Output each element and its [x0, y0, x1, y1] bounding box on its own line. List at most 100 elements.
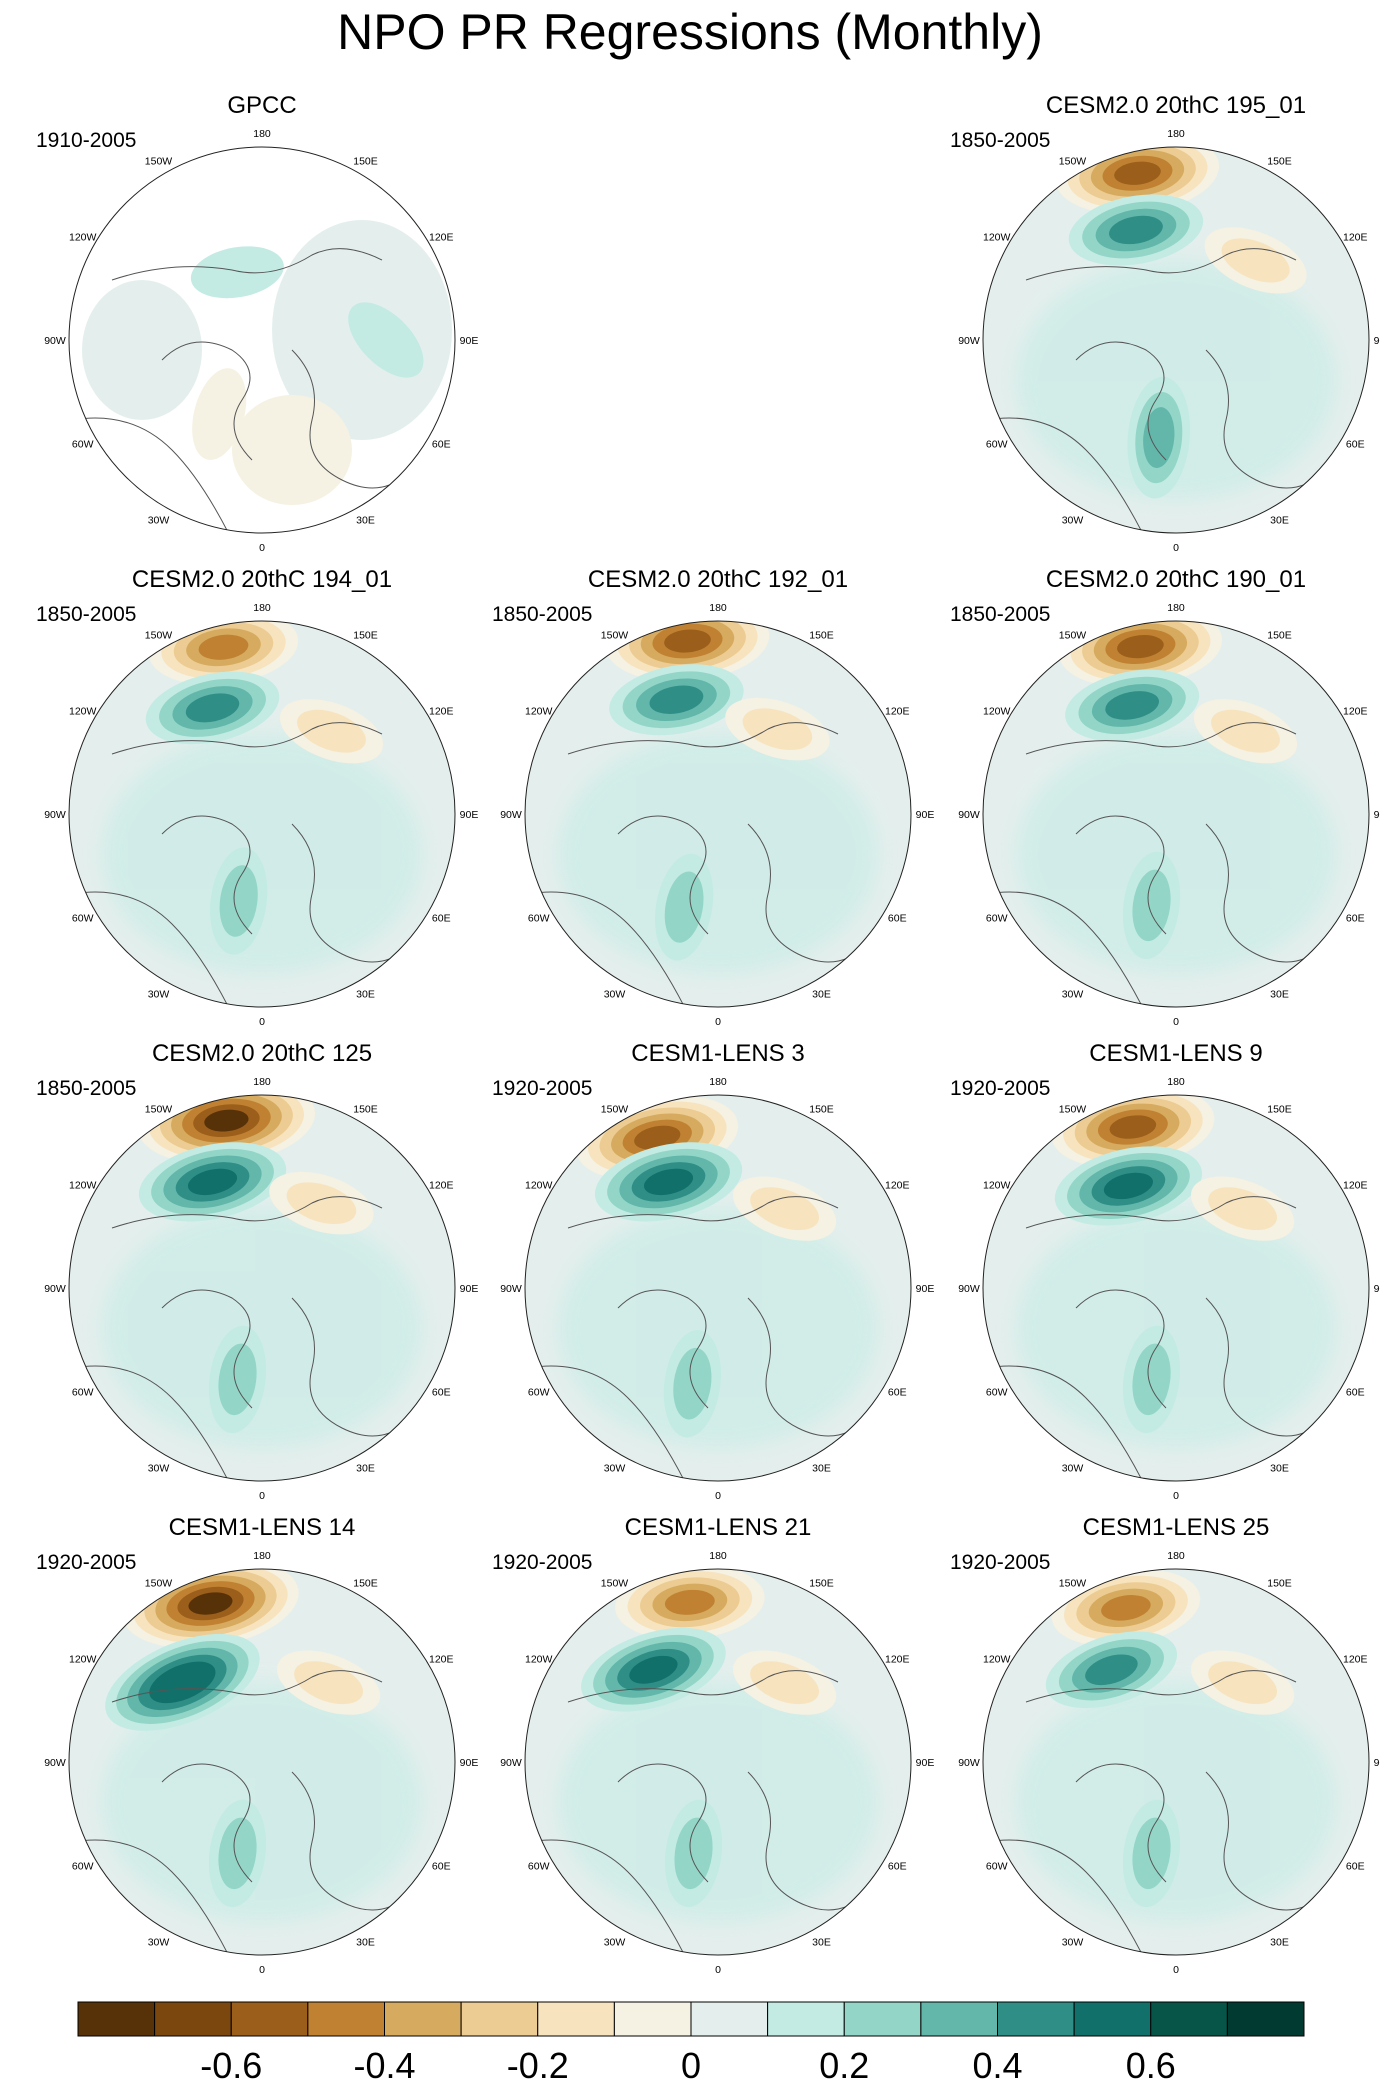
longitude-label: 90W [958, 809, 980, 821]
map-field [983, 147, 1369, 533]
longitude-label: 180 [1167, 128, 1185, 140]
field-band [558, 1682, 878, 1922]
map-field [983, 1095, 1369, 1481]
anomaly-contour [294, 1661, 364, 1705]
panel-years: 1850-2005 [492, 603, 593, 626]
map-field [983, 621, 1369, 1007]
longitude-label: 150E [353, 1578, 378, 1590]
anomaly-contour [649, 685, 704, 714]
longitude-label: 150E [809, 1578, 834, 1590]
map-panel: 180 150E 120E 90E 60E 30E 0 30W 60W 90W 120W 150W CE… [948, 1040, 1380, 1510]
colorbar-tick-label: -0.6 [200, 2045, 262, 2086]
colorbar-swatch [460, 2001, 539, 2037]
longitude-label: 60E [888, 1387, 907, 1399]
polar-map: 180 150E 120E 90E 60E 30E 0 30W 60W 90W 120W 150W [44, 128, 479, 554]
longitude-label: 120E [429, 706, 454, 718]
longitude-label: 90W [500, 1283, 522, 1295]
longitude-label: 120E [885, 1180, 910, 1192]
field-band [1016, 734, 1336, 974]
longitude-label: 30E [356, 1462, 375, 1474]
map-field [69, 1095, 455, 1481]
longitude-label: 90E [460, 809, 479, 821]
longitude-label: 150E [1267, 156, 1292, 168]
longitude-label: 0 [259, 1964, 265, 1976]
colorbar-swatch [920, 2001, 998, 2037]
colorbar-swatch [307, 2001, 385, 2037]
coastline [527, 1196, 869, 1481]
longitude-label: 180 [709, 602, 727, 614]
longitude-label: 60W [72, 913, 94, 925]
longitude-label: 30W [1062, 514, 1084, 526]
coastline [527, 722, 869, 1007]
longitude-label: 30W [1062, 988, 1084, 1000]
coastline [71, 248, 413, 533]
longitude-label: 90E [1374, 1757, 1380, 1769]
longitude-label: 30W [148, 514, 170, 526]
colorbar-tick-label: -0.2 [507, 2045, 569, 2086]
anomaly-contour [1114, 161, 1161, 185]
longitude-label: 60W [528, 1387, 550, 1399]
longitude-label: 90W [44, 335, 66, 347]
longitude-label: 150W [145, 156, 173, 168]
longitude-label: 60E [888, 1861, 907, 1873]
longitude-label: 60E [1346, 1387, 1365, 1399]
longitude-label: 60E [432, 439, 451, 451]
coastline [71, 1196, 413, 1481]
longitude-label: 0 [259, 542, 265, 554]
longitude-label: 0 [259, 1490, 265, 1502]
anomaly-contour [1105, 691, 1159, 720]
longitude-label: 180 [253, 1550, 271, 1562]
panel-title: CESM2.0 20thC 125 [151, 1040, 373, 1067]
polar-map: 180 150E 120E 90E 60E 30E 0 30W 60W 90W 120W 150W [958, 1550, 1380, 1976]
longitude-label: 60W [986, 913, 1008, 925]
coastline [527, 1670, 869, 1955]
anomaly-contour [218, 1343, 257, 1416]
polar-map: 180 150E 120E 90E 60E 30E 0 30W 60W 90W 120W 150W [958, 1076, 1380, 1502]
panel-title: GPCC [227, 92, 297, 119]
longitude-label: 90E [916, 1283, 935, 1295]
panel-years: 1850-2005 [36, 603, 137, 626]
map-panel: 180 150E 120E 90E 60E 30E 0 30W 60W 90W 120W 150W CE… [490, 1040, 946, 1510]
anomaly-contour [1208, 1661, 1278, 1705]
longitude-label: 30E [812, 988, 831, 1000]
longitude-label: 150E [1267, 1578, 1292, 1590]
map-field [525, 1569, 911, 1955]
anomaly-contour [218, 1817, 257, 1890]
longitude-label: 90E [460, 1757, 479, 1769]
field-band [102, 1208, 422, 1448]
longitude-label: 150W [1059, 156, 1087, 168]
longitude-label: 30E [812, 1462, 831, 1474]
longitude-label: 150E [353, 1104, 378, 1116]
longitude-label: 150E [1267, 1104, 1292, 1116]
anomaly-contour [190, 246, 284, 299]
longitude-label: 0 [259, 1016, 265, 1028]
field-band [558, 734, 878, 974]
longitude-label: 150E [1267, 630, 1292, 642]
longitude-label: 30E [356, 1936, 375, 1948]
longitude-label: 0 [715, 1490, 721, 1502]
longitude-label: 120W [69, 706, 97, 718]
anomaly-contour [1208, 1187, 1278, 1231]
longitude-label: 150W [145, 630, 173, 642]
map-boundary [982, 620, 1370, 1008]
anomaly-contour [634, 1125, 681, 1150]
longitude-label: 60W [72, 1387, 94, 1399]
longitude-label: 120W [69, 1654, 97, 1666]
anomaly-contour [256, 404, 307, 498]
coastline [985, 1196, 1327, 1481]
longitude-label: 30W [148, 988, 170, 1000]
map-field [983, 1569, 1369, 1955]
longitude-label: 60W [986, 1861, 1008, 1873]
longitude-label: 60W [986, 439, 1008, 451]
polar-map: 180 150E 120E 90E 60E 30E 0 30W 60W 90W 120W 150W [500, 602, 934, 1028]
longitude-label: 0 [1173, 1964, 1179, 1976]
field-band [1016, 260, 1336, 500]
longitude-label: 60W [528, 1861, 550, 1873]
longitude-label: 90E [460, 335, 479, 347]
panel-years: 1850-2005 [950, 129, 1051, 152]
longitude-label: 30E [1270, 514, 1289, 526]
map-field [69, 621, 455, 1007]
panel-title: CESM2.0 20thC 192_01 [587, 566, 849, 593]
anomaly-contour [1143, 407, 1175, 468]
panel-title: CESM1-LENS 3 [631, 1040, 805, 1067]
